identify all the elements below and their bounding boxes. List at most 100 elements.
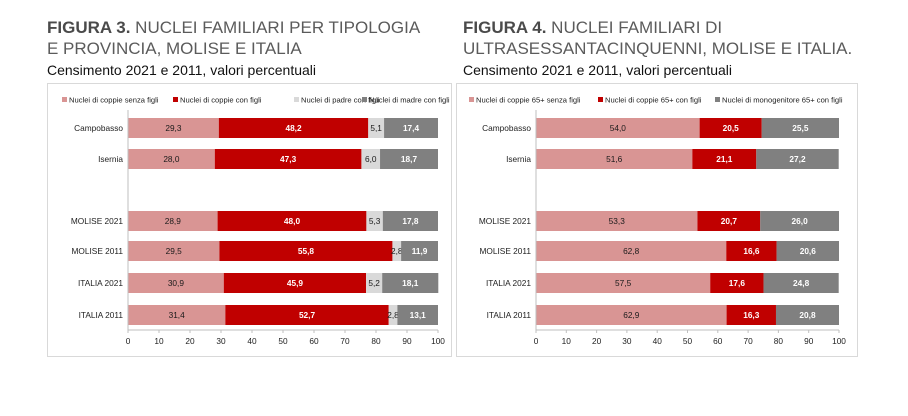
figure-subtitle: Censimento 2021 e 2011, valori percentua… bbox=[463, 62, 733, 78]
data-label: 17,4 bbox=[403, 123, 420, 133]
x-tick-label: 100 bbox=[431, 336, 445, 346]
data-label: 62,8 bbox=[623, 246, 640, 256]
x-tick-label: 0 bbox=[126, 336, 131, 346]
data-label: 5,1 bbox=[370, 123, 382, 133]
data-label: 17,8 bbox=[402, 216, 419, 226]
x-tick-label: 90 bbox=[402, 336, 412, 346]
data-label: 2,8 bbox=[387, 310, 399, 320]
bar-segment-nuclei-di-coppie-65-con-figli bbox=[697, 211, 761, 231]
data-label: 17,6 bbox=[729, 278, 746, 288]
bar-segment-nuclei-di-padre-con-figli bbox=[368, 118, 385, 138]
data-label: 20,7 bbox=[721, 216, 738, 226]
category-label: ITALIA 2011 bbox=[487, 310, 532, 320]
data-label: 16,6 bbox=[743, 246, 760, 256]
x-tick-label: 40 bbox=[653, 336, 663, 346]
x-tick-label: 30 bbox=[216, 336, 226, 346]
x-tick-label: 100 bbox=[832, 336, 846, 346]
bar-segment-nuclei-di-coppie-65-senza-figli bbox=[536, 149, 693, 169]
bar-segment-nuclei-di-coppie-senza-figli bbox=[128, 241, 220, 261]
bar-segment-nuclei-di-coppie-65-senza-figli bbox=[536, 241, 727, 261]
data-label: 57,5 bbox=[615, 278, 632, 288]
legend-label: Nuclei di padre con figli bbox=[301, 96, 380, 105]
data-label: 21,1 bbox=[716, 154, 733, 164]
data-label: 25,5 bbox=[792, 123, 809, 133]
data-label: 18,1 bbox=[402, 278, 419, 288]
category-label: Isernia bbox=[98, 154, 123, 164]
data-label: 29,5 bbox=[166, 246, 183, 256]
x-tick-label: 0 bbox=[534, 336, 539, 346]
category-label: Campobasso bbox=[74, 123, 123, 133]
figure-title-line2: E PROVINCIA, MOLISE E ITALIA bbox=[47, 39, 302, 58]
category-label: Isernia bbox=[506, 154, 531, 164]
x-tick-label: 10 bbox=[562, 336, 572, 346]
data-label: 20,8 bbox=[799, 310, 816, 320]
legend-swatch bbox=[715, 97, 720, 102]
data-label: 2,8 bbox=[391, 246, 403, 256]
x-tick-label: 80 bbox=[371, 336, 381, 346]
x-tick-label: 90 bbox=[804, 336, 814, 346]
category-label: MOLISE 2011 bbox=[480, 246, 532, 256]
bar-segment-nuclei-di-monogenitore-65-con-figli bbox=[763, 273, 839, 293]
legend-item-nuclei-di-coppie-con-figli: Nuclei di coppie con figli bbox=[173, 96, 262, 105]
data-label: 16,3 bbox=[743, 310, 760, 320]
bar-segment-nuclei-di-coppie-senza-figli bbox=[128, 149, 215, 169]
chart-panel: Nuclei di coppie 65+ senza figli Nuclei d… bbox=[456, 83, 858, 357]
data-label: 18,7 bbox=[401, 154, 418, 164]
data-label: 48,2 bbox=[285, 123, 302, 133]
category-label: ITALIA 2021 bbox=[78, 278, 123, 288]
bar-segment-nuclei-di-coppie-con-figli bbox=[223, 273, 367, 293]
figure-subtitle: Censimento 2021 e 2011, valori percentua… bbox=[47, 62, 317, 78]
x-tick-label: 20 bbox=[185, 336, 195, 346]
data-label: 27,2 bbox=[789, 154, 806, 164]
legend-item-nuclei-di-padre-con-figli: Nuclei di padre con figli bbox=[294, 96, 380, 105]
bar-segment-nuclei-di-coppie-65-con-figli bbox=[710, 273, 764, 293]
data-label: 5,2 bbox=[368, 278, 380, 288]
stacked-bar-chart: Nuclei di coppie 65+ senza figli Nuclei d… bbox=[469, 96, 846, 346]
legend-label: Nuclei di coppie 65+ con figli bbox=[605, 96, 702, 105]
bar-segment-nuclei-di-monogenitore-65-con-figli bbox=[776, 241, 839, 261]
bar-segment-nuclei-di-madre-con-figli bbox=[382, 211, 438, 231]
legend-item-nuclei-di-madre-con-figli: Nuclei di madre con figli bbox=[362, 96, 450, 105]
stacked-bar-chart: Nuclei di coppie senza figli Nuclei di co… bbox=[62, 96, 450, 346]
bar-segment-nuclei-di-coppie-senza-figli bbox=[128, 211, 218, 231]
category-label: MOLISE 2021 bbox=[71, 216, 124, 226]
bar-segment-nuclei-di-padre-con-figli bbox=[366, 211, 383, 231]
legend-swatch bbox=[362, 97, 367, 102]
bar-segment-nuclei-di-madre-con-figli bbox=[397, 305, 438, 325]
x-tick-label: 40 bbox=[247, 336, 257, 346]
x-tick-label: 20 bbox=[592, 336, 602, 346]
legend-swatch bbox=[62, 97, 67, 102]
data-label: 55,8 bbox=[298, 246, 315, 256]
legend-label: Nuclei di coppie senza figli bbox=[69, 96, 159, 105]
x-tick-label: 70 bbox=[743, 336, 753, 346]
category-label: MOLISE 2011 bbox=[72, 246, 124, 256]
data-label: 28,9 bbox=[165, 216, 182, 226]
bar-segment-nuclei-di-padre-con-figli bbox=[392, 241, 402, 261]
bar-segment-nuclei-di-coppie-65-senza-figli bbox=[536, 118, 700, 138]
data-label: 29,3 bbox=[165, 123, 182, 133]
bar-segment-nuclei-di-monogenitore-65-con-figli bbox=[775, 305, 839, 325]
figure-title-line1: FIGURA 3. NUCLEI FAMILIARI PER TIPOLOGIA bbox=[47, 18, 421, 37]
bar-segment-nuclei-di-coppie-con-figli bbox=[225, 305, 389, 325]
chart-panel: Nuclei di coppie senza figli Nuclei di co… bbox=[47, 83, 452, 357]
bar-segment-nuclei-di-padre-con-figli bbox=[388, 305, 398, 325]
bar-segment-nuclei-di-madre-con-figli bbox=[380, 149, 438, 169]
legend-item-nuclei-di-monogenitore-65-con-figli: Nuclei di monogenitore 65+ con figli bbox=[715, 96, 843, 105]
legend-label: Nuclei di coppie con figli bbox=[180, 96, 262, 105]
bar-segment-nuclei-di-madre-con-figli bbox=[384, 118, 438, 138]
x-tick-label: 60 bbox=[713, 336, 723, 346]
bar-segment-nuclei-di-coppie-65-senza-figli bbox=[536, 273, 711, 293]
bar-segment-nuclei-di-padre-con-figli bbox=[366, 273, 383, 293]
x-tick-label: 60 bbox=[309, 336, 319, 346]
data-label: 54,0 bbox=[610, 123, 627, 133]
bar-segment-nuclei-di-monogenitore-65-con-figli bbox=[756, 149, 839, 169]
legend-item-nuclei-di-coppie-senza-figli: Nuclei di coppie senza figli bbox=[62, 96, 159, 105]
bar-segment-nuclei-di-coppie-con-figli bbox=[214, 149, 362, 169]
bar-segment-nuclei-di-coppie-65-senza-figli bbox=[536, 305, 727, 325]
category-label: ITALIA 2011 bbox=[79, 310, 124, 320]
data-label: 45,9 bbox=[287, 278, 304, 288]
x-tick-label: 70 bbox=[340, 336, 350, 346]
bar-segment-nuclei-di-coppie-senza-figli bbox=[128, 273, 224, 293]
category-label: MOLISE 2021 bbox=[479, 216, 532, 226]
data-label: 24,8 bbox=[793, 278, 810, 288]
